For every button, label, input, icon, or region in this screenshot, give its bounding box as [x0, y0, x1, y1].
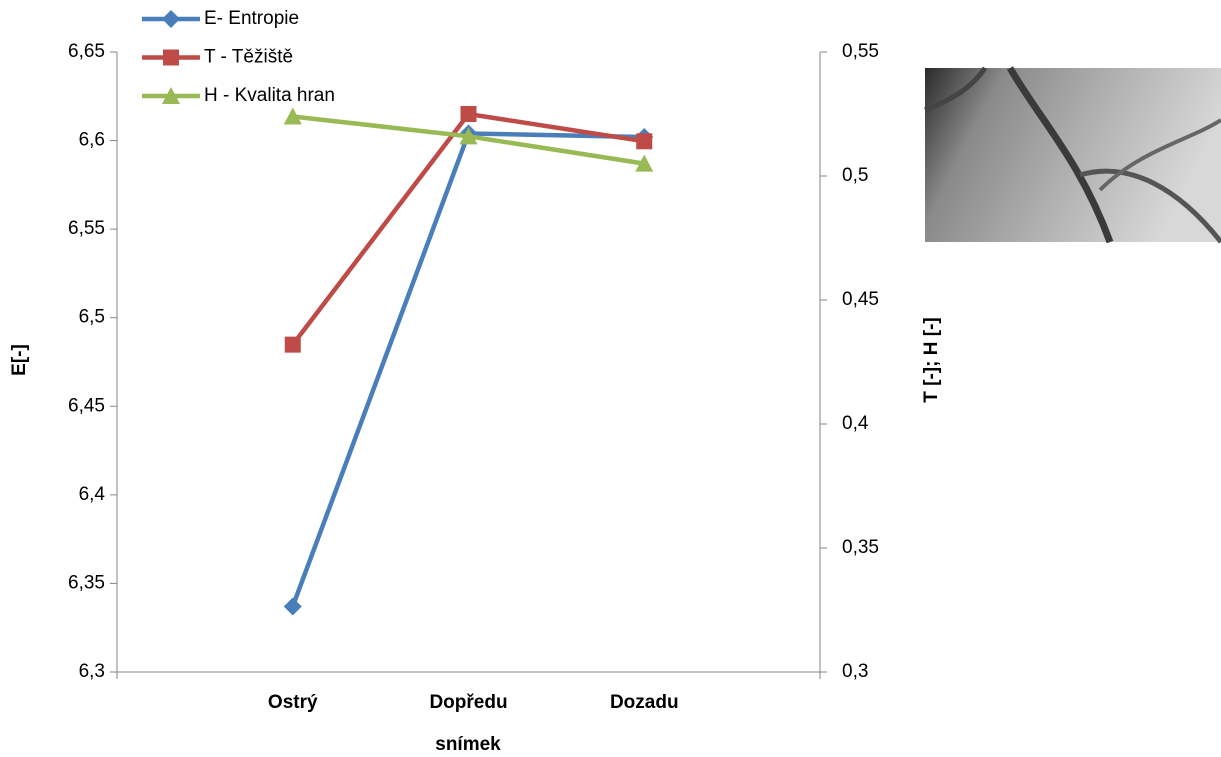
- y2-axis-label: T [-]; H [-]: [921, 317, 942, 402]
- marker: [163, 49, 179, 66]
- retina-image: [924, 66, 1221, 244]
- marker: [284, 336, 301, 353]
- x-tick-label: Ostrý: [268, 692, 318, 713]
- marker: [460, 106, 477, 122]
- y2-tick-label: 0,55: [842, 41, 879, 62]
- x-axis-label: snímek: [435, 734, 501, 755]
- legend-label: H - Kvalita hran: [204, 85, 335, 106]
- x-tick-label: Dozadu: [610, 692, 679, 713]
- legend-label: E- Entropie: [204, 8, 299, 29]
- y-tick-label: 6,3: [79, 661, 105, 682]
- marker: [162, 87, 180, 104]
- y-tick-label: 6,45: [68, 395, 105, 416]
- legend-label: T - Těžiště: [204, 47, 293, 68]
- y-tick-label: 6,35: [68, 572, 105, 593]
- y-tick-label: 6,4: [79, 484, 106, 505]
- y-tick-label: 6,55: [68, 218, 105, 239]
- y-tick-label: 6,5: [79, 307, 105, 328]
- y2-tick-label: 0,35: [842, 537, 879, 558]
- y-axis-label: E[-]: [9, 344, 30, 376]
- y-tick-label: 6,6: [79, 130, 105, 151]
- y2-tick-label: 0,45: [842, 289, 879, 310]
- marker: [283, 597, 302, 616]
- y2-tick-label: 0,4: [842, 413, 869, 434]
- y-tick-label: 6,65: [68, 41, 105, 62]
- marker: [635, 154, 654, 172]
- marker: [459, 127, 478, 145]
- x-tick-label: Dopředu: [429, 692, 507, 713]
- y2-tick-label: 0,5: [842, 165, 868, 186]
- marker: [636, 133, 653, 150]
- marker: [162, 10, 180, 28]
- series-line: [290, 131, 645, 608]
- marker: [283, 107, 302, 125]
- series-line: [290, 111, 645, 347]
- y2-tick-label: 0,3: [842, 661, 868, 682]
